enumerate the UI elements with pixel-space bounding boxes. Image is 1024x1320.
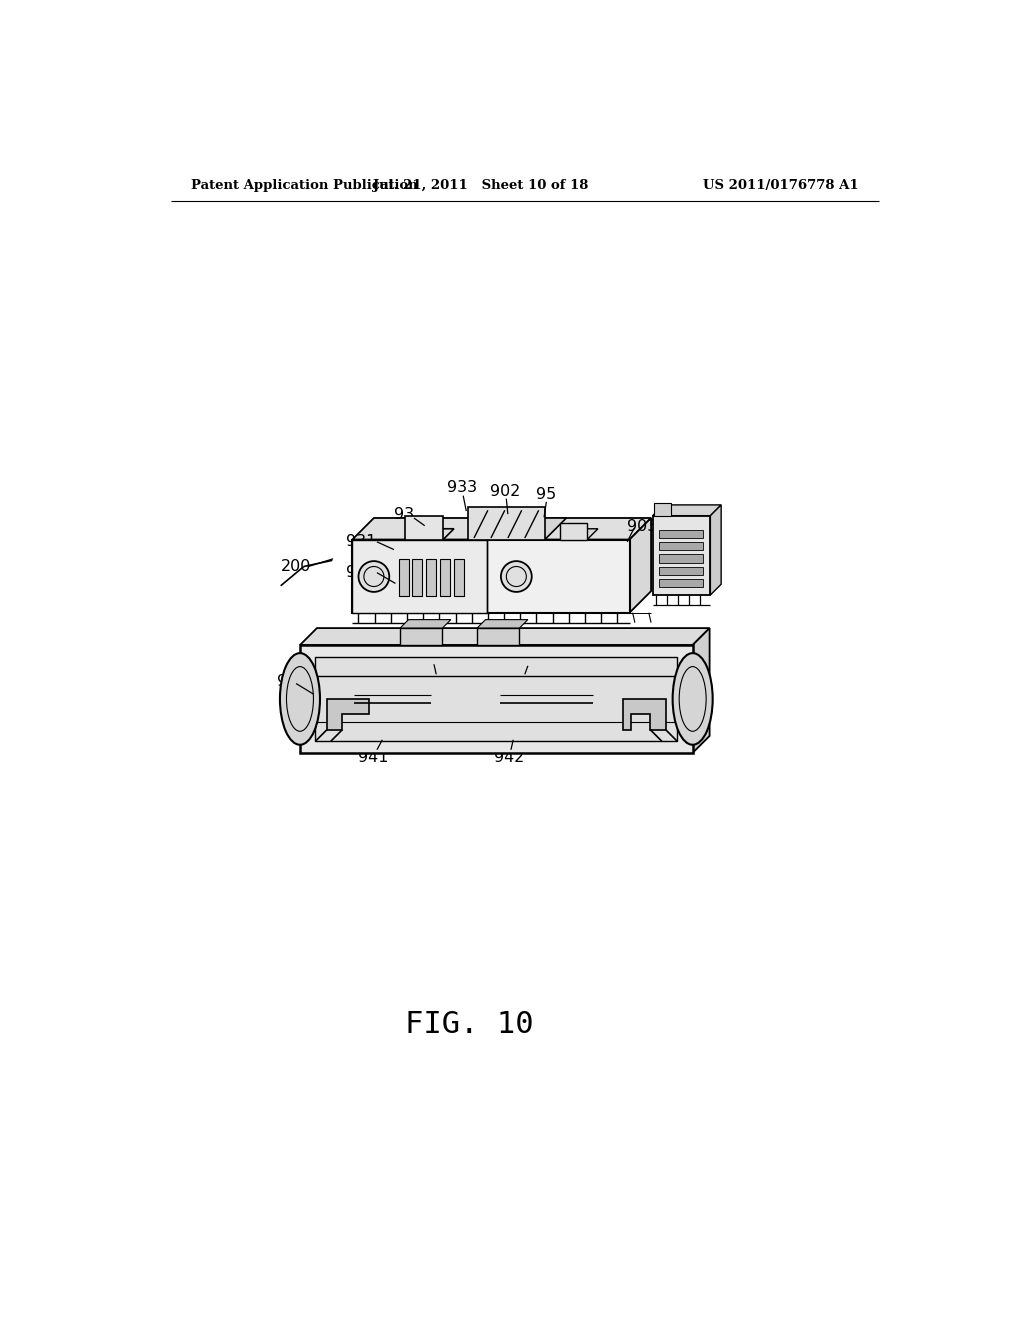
- Bar: [658, 566, 702, 576]
- Bar: [560, 523, 587, 540]
- Polygon shape: [630, 517, 651, 612]
- Polygon shape: [477, 619, 528, 628]
- Text: FIG. 10: FIG. 10: [406, 1010, 534, 1039]
- Text: US 2011/0176778 A1: US 2011/0176778 A1: [703, 178, 859, 191]
- Bar: [426, 558, 436, 595]
- Polygon shape: [468, 517, 566, 540]
- Bar: [658, 543, 702, 550]
- Text: 95: 95: [537, 487, 556, 502]
- Ellipse shape: [280, 653, 319, 744]
- Bar: [652, 516, 711, 595]
- Bar: [398, 558, 409, 595]
- Bar: [658, 529, 702, 539]
- Text: 932: 932: [346, 565, 377, 581]
- Bar: [477, 628, 519, 645]
- Circle shape: [358, 561, 389, 591]
- Ellipse shape: [673, 653, 713, 744]
- Bar: [654, 503, 671, 516]
- Polygon shape: [352, 517, 651, 540]
- Text: Patent Application Publication: Patent Application Publication: [190, 178, 418, 191]
- Text: 902: 902: [490, 483, 521, 499]
- Bar: [352, 540, 487, 612]
- Polygon shape: [300, 628, 710, 645]
- Polygon shape: [327, 700, 370, 730]
- Polygon shape: [711, 506, 721, 595]
- Text: 200: 200: [281, 558, 311, 574]
- Bar: [658, 579, 702, 587]
- Bar: [454, 558, 464, 595]
- Text: 931: 931: [346, 535, 377, 549]
- Bar: [413, 558, 422, 595]
- Text: 941: 941: [357, 750, 388, 766]
- Bar: [658, 554, 702, 562]
- Polygon shape: [404, 529, 454, 540]
- Bar: [315, 656, 677, 742]
- Bar: [404, 516, 443, 540]
- Text: 943: 943: [516, 651, 546, 665]
- Bar: [468, 507, 545, 540]
- Bar: [440, 558, 451, 595]
- Text: Jul. 21, 2011   Sheet 10 of 18: Jul. 21, 2011 Sheet 10 of 18: [373, 178, 589, 191]
- Polygon shape: [560, 529, 598, 540]
- Text: 93: 93: [394, 507, 414, 521]
- Text: 942: 942: [495, 750, 524, 766]
- Text: 903: 903: [628, 519, 657, 535]
- Text: 94: 94: [276, 673, 297, 689]
- Circle shape: [501, 561, 531, 591]
- Text: 933: 933: [446, 480, 477, 495]
- Bar: [352, 540, 630, 612]
- Bar: [300, 645, 692, 752]
- Polygon shape: [652, 506, 721, 516]
- Polygon shape: [692, 628, 710, 752]
- Polygon shape: [624, 700, 666, 730]
- Text: 944: 944: [416, 649, 446, 664]
- Bar: [400, 628, 442, 645]
- Polygon shape: [400, 619, 451, 628]
